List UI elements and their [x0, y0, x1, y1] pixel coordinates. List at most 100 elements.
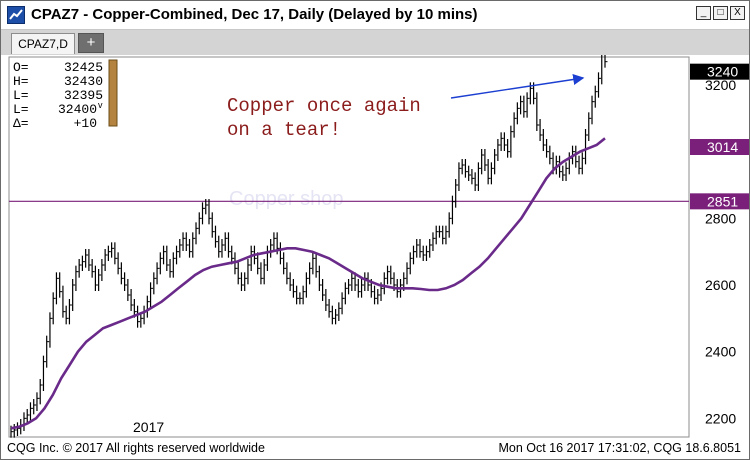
svg-text:2851: 2851	[707, 193, 738, 209]
y-tick-label: 2200	[705, 410, 736, 426]
price-bar	[347, 279, 352, 295]
price-bar	[555, 155, 559, 175]
open-value: 32425	[64, 60, 103, 75]
price-bar	[416, 239, 420, 258]
price-bar	[270, 239, 274, 258]
price-bar	[16, 422, 20, 436]
price-bar	[140, 312, 144, 328]
price-bar	[558, 155, 563, 178]
price-bar	[520, 95, 524, 115]
price-bar	[296, 285, 300, 305]
price-bar	[584, 129, 589, 165]
price-bar	[169, 259, 173, 278]
price-bar	[91, 259, 95, 278]
price-badge: 3240	[690, 64, 749, 80]
price-bar	[114, 242, 118, 265]
price-bar	[344, 282, 348, 305]
price-bar	[101, 259, 105, 281]
price-bar	[325, 289, 329, 311]
price-bar	[72, 279, 76, 311]
price-bar	[205, 199, 209, 215]
price-bar	[13, 424, 17, 438]
price-bar	[549, 145, 553, 165]
price-bar	[237, 262, 241, 285]
price-bar	[130, 289, 134, 311]
price-bar	[289, 272, 293, 291]
low-label: L=	[13, 88, 29, 103]
price-bar	[578, 155, 582, 175]
price-bar	[309, 262, 313, 285]
price-bar	[59, 272, 63, 298]
annotation-arrow	[450, 73, 585, 99]
price-bar	[422, 245, 426, 261]
price-bar	[182, 232, 186, 251]
price-bar	[406, 262, 410, 285]
price-bar	[331, 305, 335, 325]
price-bar	[159, 252, 163, 275]
price-bar	[461, 159, 465, 175]
price-bar	[455, 179, 459, 208]
price-bar	[231, 245, 235, 265]
price-bar	[211, 212, 215, 238]
price-bar	[526, 92, 530, 118]
price-bar	[360, 279, 365, 298]
close-button[interactable]: X	[730, 6, 745, 20]
price-bar	[328, 299, 332, 318]
price-bar	[75, 265, 79, 291]
y-axis: 3200 2800 2600 2400 2200	[705, 77, 736, 426]
price-bar	[500, 132, 504, 151]
price-bar	[513, 112, 517, 138]
volume-bar-indicator	[108, 59, 118, 127]
price-bar	[409, 252, 413, 275]
price-bar	[107, 245, 111, 261]
last-value: 32400	[58, 102, 97, 117]
price-bar	[124, 272, 128, 291]
price-bar	[224, 232, 228, 251]
open-label: O=	[13, 60, 29, 75]
price-bar	[257, 252, 261, 275]
price-bar	[29, 402, 33, 421]
price-bar	[373, 285, 378, 305]
maximize-button[interactable]: □	[713, 6, 728, 20]
price-bar	[383, 272, 387, 295]
title-bar[interactable]: CPAZ7 - Copper-Combined, Dec 17, Daily (…	[1, 1, 749, 30]
price-bar	[536, 92, 540, 131]
price-bar	[185, 232, 189, 251]
x-axis-year-label: 2017	[133, 419, 164, 435]
price-bar	[172, 252, 176, 278]
price-bars	[10, 55, 608, 438]
price-chart[interactable]: Copper shop Copper once again on a tear!…	[1, 55, 749, 439]
last-suffix: v	[98, 100, 103, 110]
price-bar	[497, 139, 501, 161]
price-bar	[55, 272, 59, 305]
price-bar	[351, 272, 355, 291]
price-bar	[111, 242, 115, 258]
price-bar	[156, 262, 160, 285]
price-bar	[312, 252, 316, 275]
price-bar	[604, 55, 608, 68]
price-bar	[88, 249, 92, 271]
price-bar	[65, 305, 69, 325]
add-tab-button[interactable]: +	[78, 33, 104, 53]
price-bar	[481, 149, 485, 175]
price-bar	[94, 265, 98, 291]
price-bar	[545, 139, 550, 158]
price-bar	[98, 269, 102, 291]
price-bar	[419, 239, 423, 258]
price-bar	[279, 242, 283, 265]
price-bar	[227, 232, 231, 258]
price-bar	[221, 239, 225, 258]
price-bar	[597, 72, 602, 98]
y-tick-label: 3200	[705, 77, 736, 93]
price-bar	[386, 265, 391, 285]
price-bar	[539, 119, 543, 141]
price-bar	[179, 239, 183, 258]
minimize-button[interactable]: _	[696, 6, 711, 20]
tab-cpaz7[interactable]: CPAZ7,D	[11, 33, 75, 54]
chart-background	[1, 55, 749, 439]
price-bar	[594, 85, 598, 108]
ghost-text: Copper shop	[229, 188, 344, 210]
price-bar	[591, 95, 595, 125]
price-bar	[39, 379, 43, 405]
